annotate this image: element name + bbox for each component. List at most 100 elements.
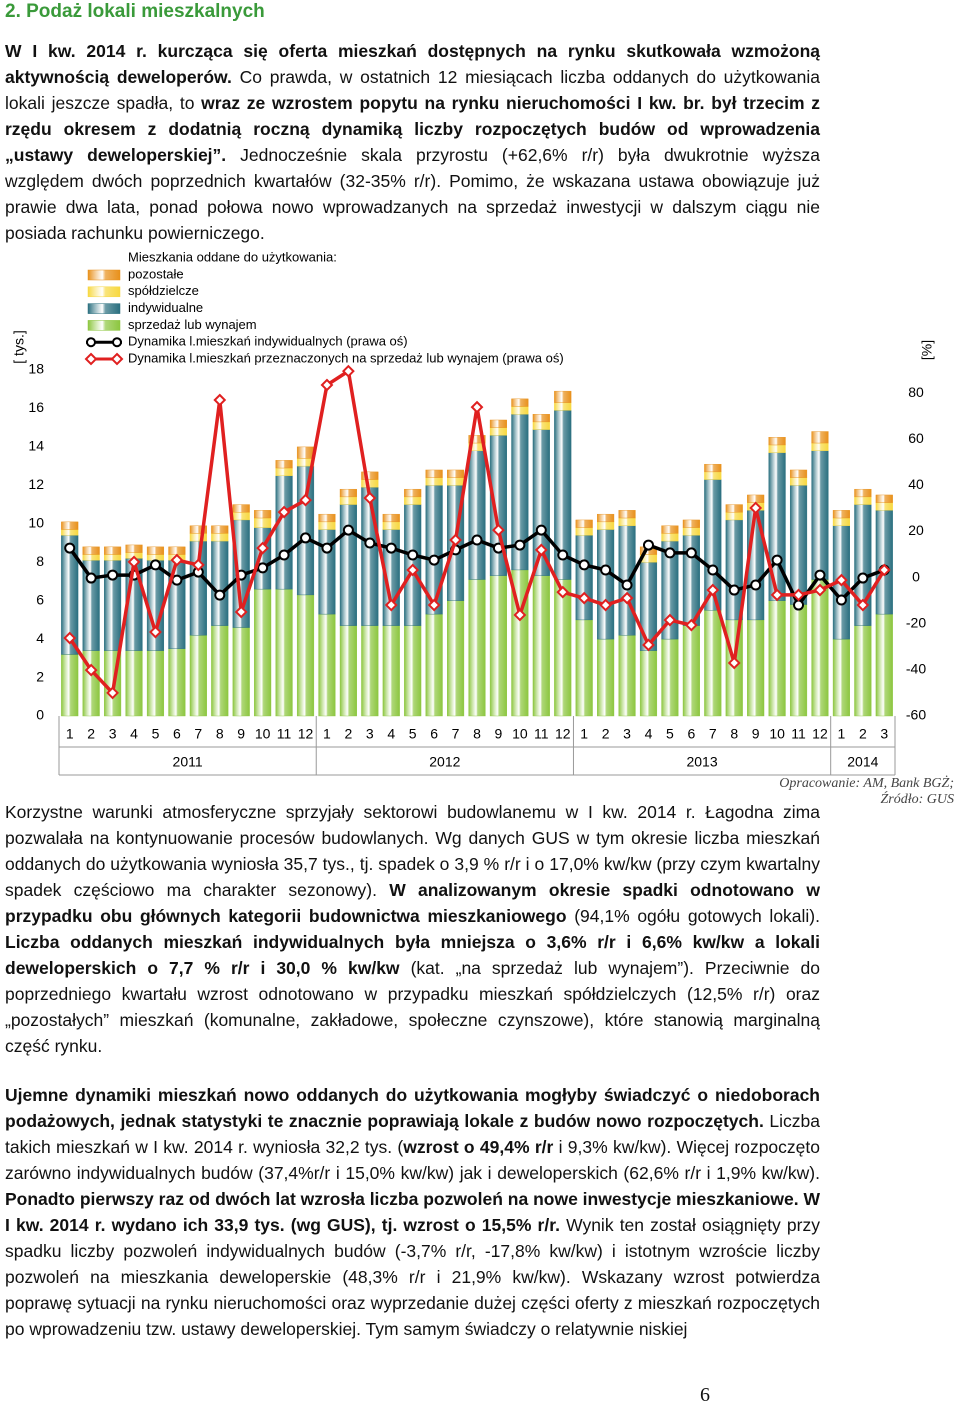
section-heading: 2. Podaż lokali mieszkalnych (5, 1, 265, 22)
y-tick-label: 2 (36, 668, 44, 684)
y2-tick-label: 0 (912, 568, 920, 584)
bar-segment (618, 635, 636, 717)
line-marker (449, 533, 462, 547)
paragraph: Korzystne warunki atmosferyczne sprzyjał… (5, 799, 820, 1059)
x-tick-label: 1 (838, 726, 846, 742)
bar-segment (682, 519, 700, 528)
bar-segment (211, 540, 229, 626)
legend-label: indywidualne (128, 300, 203, 315)
bar-segment (382, 513, 400, 523)
x-tick-label: 3 (623, 726, 631, 742)
line-marker (363, 491, 377, 505)
line-marker (257, 562, 269, 574)
line-marker (557, 549, 569, 561)
line-marker (471, 534, 483, 546)
bar-segment (104, 554, 122, 561)
line-marker (191, 558, 205, 572)
bar-segment (339, 504, 357, 626)
bar-segment (447, 477, 465, 486)
line-marker (84, 663, 98, 677)
x-tick-label: 12 (298, 726, 314, 742)
bar-segment (168, 546, 186, 555)
bar-segment (361, 487, 379, 626)
y2-tick-label: 80 (908, 384, 924, 400)
bar-segment (339, 496, 357, 505)
bar-segment (704, 471, 722, 480)
text-run: Ujemne dynamiki mieszkań nowo oddanych d… (5, 1085, 820, 1131)
x-tick-label: 8 (730, 726, 738, 742)
bar-segment (425, 477, 443, 486)
bar-segment (618, 517, 636, 526)
legend-label: spółdzielcze (128, 283, 199, 298)
source-line: Opracowanie: AM, Bank BGŻ; (779, 776, 954, 791)
bar-segment (61, 521, 79, 530)
y2-tick-label: 60 (908, 430, 924, 446)
bar-segment (361, 471, 379, 480)
x-tick-label: 10 (769, 726, 785, 742)
legend-label: Dynamika l.mieszkań przeznaczonych na sp… (128, 350, 564, 365)
bar-segment (489, 419, 507, 428)
bar-segment (296, 594, 315, 717)
bar-segment (661, 533, 679, 542)
line-marker (534, 543, 548, 557)
bar-segment (146, 650, 165, 717)
bar-segment (832, 638, 850, 717)
line-marker (85, 572, 97, 584)
bar-segment (404, 488, 422, 498)
bar-segment (768, 600, 786, 717)
bar-segment (382, 521, 400, 530)
bar-segment (275, 588, 293, 717)
line-marker (834, 573, 848, 587)
bar-segment (811, 431, 829, 444)
bar-segment (254, 517, 272, 528)
bar-segment (532, 575, 550, 717)
bar-segment (254, 588, 272, 717)
bar-segment (275, 475, 293, 590)
bar-segment (232, 512, 250, 521)
x-tick-label: 2 (344, 726, 352, 742)
legend-marker (112, 337, 122, 348)
x-tick-label: 9 (752, 726, 760, 742)
line-marker (684, 618, 698, 632)
line-marker (707, 564, 719, 576)
bar-segment (597, 529, 615, 640)
x-tick-label: 4 (130, 726, 138, 742)
bar-segment (318, 613, 336, 717)
paragraph: W I kw. 2014 r. kurcząca się oferta mies… (5, 38, 820, 246)
page-number: 6 (700, 1384, 710, 1406)
bar-segment (189, 635, 207, 717)
bar-segment (168, 648, 186, 717)
year-label: 2011 (173, 754, 203, 770)
bar-segment (639, 650, 658, 717)
bar-segment (447, 600, 465, 717)
line-marker (320, 378, 334, 392)
legend-swatch (87, 286, 121, 298)
line-marker (407, 549, 419, 561)
bar-segment (811, 450, 829, 580)
bar-segment (211, 625, 229, 717)
text-run: Liczba takich mieszkań w I kw. 2014 r. w… (5, 1111, 820, 1157)
line-marker (514, 539, 526, 551)
x-tick-label: 11 (791, 726, 806, 742)
bar-segment (468, 450, 486, 580)
bar-segment (554, 390, 572, 403)
bar-segment (747, 619, 765, 717)
bar-segment (725, 512, 743, 521)
line-marker (170, 553, 184, 567)
line-marker (877, 563, 891, 577)
bar-segment (789, 485, 808, 605)
line-marker (299, 493, 312, 507)
y2-tick-label: -40 (906, 661, 926, 677)
text-run: Co prawda, w ostatnich 12 miesiącach lic… (5, 67, 820, 113)
line-marker (342, 524, 354, 536)
bar-segment (61, 654, 79, 717)
bar-segment (789, 469, 808, 478)
x-tick-label: 9 (237, 726, 245, 742)
x-tick-label: 3 (109, 726, 117, 742)
line-marker (64, 542, 76, 554)
line-marker (385, 542, 397, 554)
x-tick-label: 1 (323, 726, 331, 742)
line-marker (428, 554, 440, 566)
bar-segment (425, 469, 443, 478)
